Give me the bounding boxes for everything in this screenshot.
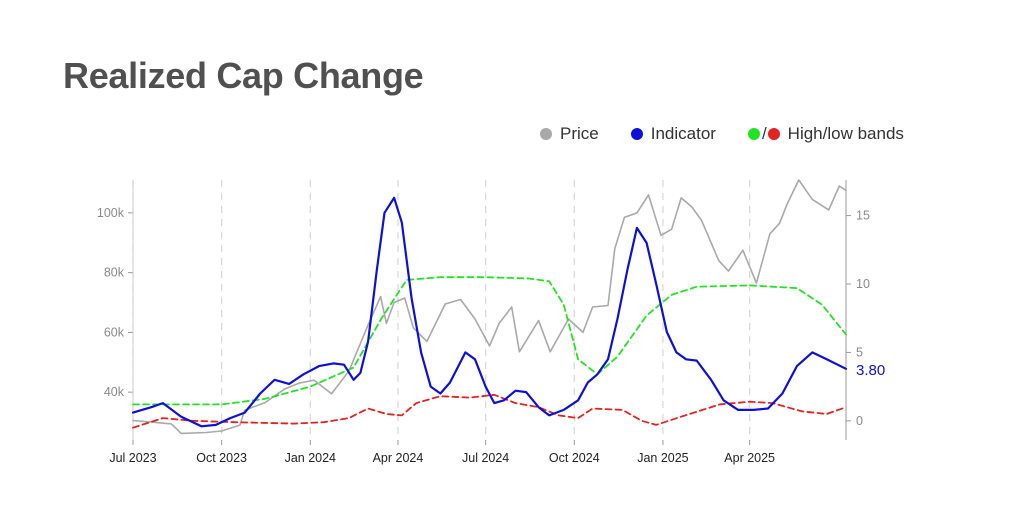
legend-label-price: Price: [560, 124, 599, 143]
high-band-legend-dot-icon: [747, 128, 760, 140]
legend-separator: /: [761, 124, 767, 143]
realized-cap-chart[interactable]: Jul 2023 Oct 2023 Jan 2024 Apr 2024 Jul 2024…: [68, 175, 938, 485]
indicator-series-line[interactable]: [131, 196, 848, 428]
legend-item-bands[interactable]: / High/low bands: [747, 124, 904, 144]
y-right-tick-label: 0: [856, 414, 863, 428]
x-tick-label: Jul 2024: [462, 451, 509, 465]
legend-item-indicator[interactable]: Indicator: [630, 124, 716, 144]
x-tick-label: Jan 2024: [285, 451, 336, 465]
y-left-tick-label: 40k: [104, 385, 125, 399]
y-right-tick-label: 10: [856, 277, 870, 291]
x-tick-label: Oct 2024: [549, 451, 600, 465]
x-tick-label: Apr 2025: [724, 451, 775, 465]
y-left-tick-label: 60k: [104, 325, 125, 339]
indicator-legend-dot-icon: [630, 128, 643, 140]
low-band-legend-dot-icon: [767, 128, 780, 140]
y-left-tick-label: 80k: [104, 266, 125, 280]
y-left-tick-label: 100k: [97, 206, 125, 220]
legend-label-indicator: Indicator: [650, 124, 716, 143]
legend-item-price[interactable]: Price: [540, 124, 599, 144]
price-series-line[interactable]: [132, 179, 847, 435]
price-legend-dot-icon: [540, 128, 552, 140]
chart-legend: Price Indicator / High/low bands: [540, 124, 904, 144]
chart-area[interactable]: Jul 2023 Oct 2023 Jan 2024 Apr 2024 Jul 2024…: [68, 175, 938, 485]
indicator-last-value-label: 3.80: [856, 362, 885, 379]
x-tick-label: Oct 2023: [196, 451, 247, 465]
legend-label-bands: High/low bands: [787, 124, 904, 143]
high-band-series-line[interactable]: [132, 276, 847, 406]
page-title: Realized Cap Change: [63, 55, 424, 96]
x-tick-label: Jan 2025: [637, 451, 688, 465]
y-right-tick-label: 15: [856, 209, 870, 223]
y-right-tick-label: 5: [856, 345, 863, 359]
x-tick-label: Apr 2024: [373, 451, 424, 465]
x-tick-label: Jul 2023: [109, 451, 156, 465]
